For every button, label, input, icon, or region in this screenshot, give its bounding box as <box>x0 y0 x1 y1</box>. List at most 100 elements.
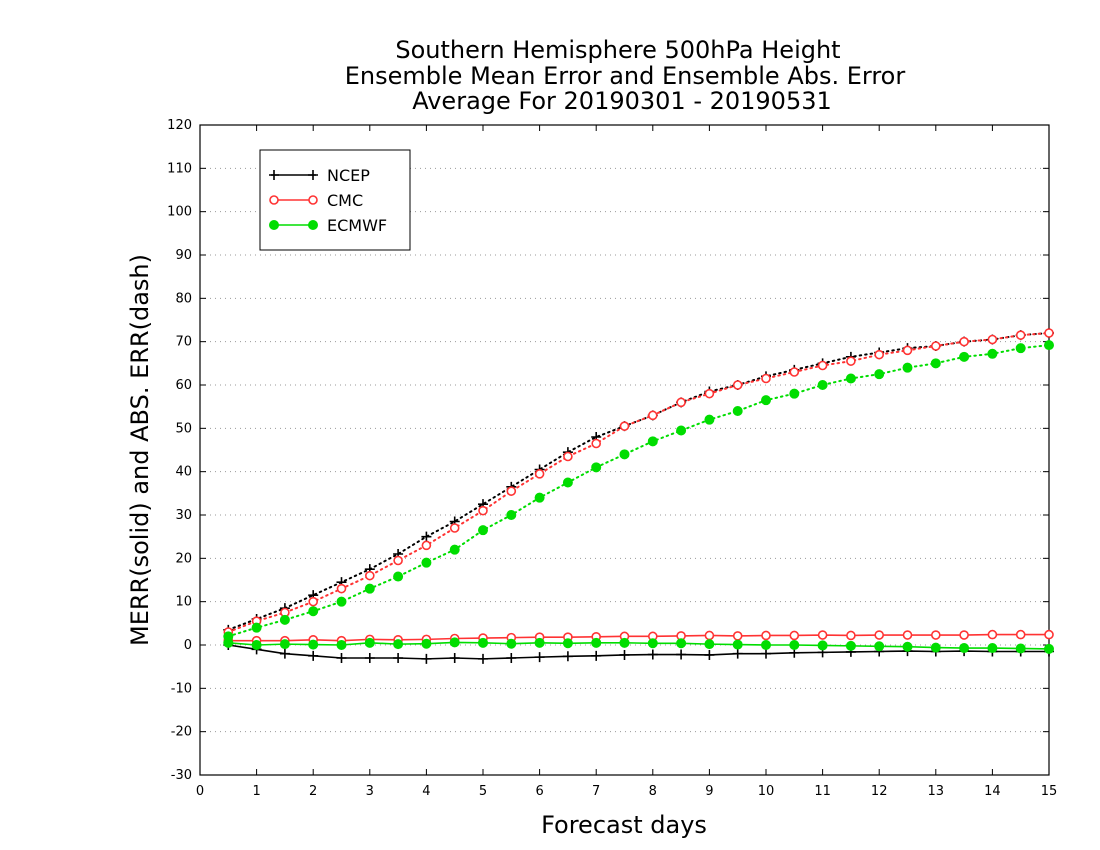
legend-marker-ncep <box>269 170 279 180</box>
point-ncep-mean-err <box>308 650 319 661</box>
point-ncep-mean-err <box>619 649 630 660</box>
point-ecmwf-abs-err <box>817 380 828 390</box>
point-cmc-abs-err <box>930 341 941 351</box>
point-ecmwf-mean-err <box>449 637 460 648</box>
point-cmc-abs-err <box>789 367 800 377</box>
point-ecmwf-abs-err <box>478 525 488 536</box>
point-ecmwf-abs-err <box>647 436 658 447</box>
series-layer <box>223 328 1054 664</box>
x-tick-label: 0 <box>196 784 204 799</box>
x-tick-label: 10 <box>758 784 775 799</box>
point-ecmwf-mean-err <box>930 642 941 653</box>
point-cmc-mean-err <box>761 630 771 641</box>
point-cmc-abs-err <box>1044 328 1054 338</box>
point-cmc-abs-err <box>336 583 347 594</box>
point-ecmwf-mean-err <box>1015 643 1026 654</box>
point-ecmwf-abs-err <box>1015 343 1026 354</box>
point-ncep-mean-err <box>393 653 404 663</box>
point-ecmwf-mean-err <box>902 641 913 652</box>
point-ecmwf-mean-err <box>223 637 234 648</box>
point-cmc-mean-err <box>930 630 941 640</box>
point-ncep-mean-err <box>364 653 375 663</box>
point-cmc-abs-err <box>619 421 630 431</box>
chart-title-line-2: Ensemble Mean Error and Ensemble Abs. Er… <box>345 62 906 90</box>
y-tick-label: -30 <box>171 768 192 783</box>
y-tick-label: 30 <box>175 508 192 523</box>
line-cmc-mean-err <box>228 633 1049 642</box>
x-tick-label: 12 <box>871 784 888 799</box>
x-tick-label: 8 <box>649 784 657 799</box>
y-tick-label: -10 <box>171 681 192 696</box>
point-cmc-abs-err <box>308 596 319 607</box>
point-cmc-mean-err <box>1044 629 1054 640</box>
x-tick-label: 7 <box>592 784 600 799</box>
x-tick-label: 3 <box>366 784 374 799</box>
point-cmc-abs-err <box>704 388 715 399</box>
point-cmc-mean-err <box>1015 629 1026 640</box>
x-axis-label: Forecast days <box>541 811 707 839</box>
point-ncep-mean-err <box>562 651 573 662</box>
point-ecmwf-mean-err <box>562 638 573 649</box>
point-ecmwf-mean-err <box>308 639 319 650</box>
point-cmc-abs-err <box>676 397 686 408</box>
y-tick-label: 100 <box>167 205 192 220</box>
point-ecmwf-abs-err <box>902 362 913 373</box>
point-ecmwf-abs-err <box>534 492 545 503</box>
point-ecmwf-mean-err <box>421 638 432 649</box>
x-tick-label: 2 <box>309 784 317 799</box>
point-ncep-mean-err <box>279 648 290 659</box>
point-ecmwf-mean-err <box>506 638 517 649</box>
point-ecmwf-mean-err <box>817 640 828 651</box>
y-tick-label: 110 <box>167 161 192 176</box>
y-tick-label: 40 <box>175 465 192 480</box>
legend-marker-cmc <box>308 195 318 205</box>
point-cmc-abs-err <box>817 360 828 371</box>
point-cmc-mean-err <box>959 630 969 640</box>
legend-label-ncep: NCEP <box>327 166 370 185</box>
plot-frame <box>199 124 1050 776</box>
point-ncep-mean-err <box>761 648 771 659</box>
point-cmc-abs-err <box>902 345 913 356</box>
y-tick-label: 20 <box>175 551 192 566</box>
legend-item-cmc: CMC <box>269 191 363 210</box>
point-cmc-abs-err <box>534 469 545 479</box>
point-ecmwf-mean-err <box>478 637 488 648</box>
legend-marker-ecmwf <box>308 220 318 230</box>
point-ncep-mean-err <box>647 649 658 660</box>
point-cmc-abs-err <box>959 336 969 347</box>
point-cmc-mean-err <box>817 630 828 640</box>
point-cmc-abs-err <box>647 410 658 421</box>
y-axis-label: MERR(solid) and ABS. ERR(dash) <box>126 254 154 646</box>
series-ecmwf <box>223 340 1054 654</box>
legend: NCEP CMC ECMWF <box>259 149 411 251</box>
point-ecmwf-abs-err <box>393 571 404 582</box>
y-tick-label: 0 <box>184 638 192 653</box>
point-ecmwf-abs-err <box>619 449 630 460</box>
chart-title-line-1: Southern Hemisphere 500hPa Height <box>395 36 840 64</box>
point-ecmwf-mean-err <box>761 640 771 650</box>
point-ecmwf-mean-err <box>279 639 290 650</box>
point-ecmwf-mean-err <box>393 639 404 650</box>
point-ecmwf-abs-err <box>279 614 290 625</box>
legend-item-ecmwf: ECMWF <box>269 216 387 235</box>
point-cmc-mean-err <box>902 630 913 640</box>
y-tick-label: 10 <box>175 595 192 610</box>
point-ecmwf-mean-err <box>732 639 743 650</box>
legend-marker-cmc <box>269 195 279 205</box>
y-tick-label: 60 <box>175 378 192 393</box>
point-cmc-mean-err <box>987 629 998 640</box>
point-ecmwf-abs-err <box>987 348 998 359</box>
point-ecmwf-mean-err <box>789 640 800 650</box>
point-ecmwf-abs-err <box>845 373 856 384</box>
point-cmc-abs-err <box>987 334 998 345</box>
x-tick-label: 9 <box>705 784 713 799</box>
line-ecmwf-abs-err <box>227 344 1050 638</box>
point-cmc-mean-err <box>874 630 885 640</box>
point-ecmwf-abs-err <box>421 557 432 568</box>
point-ncep-mean-err <box>676 649 687 660</box>
x-tick-label: 6 <box>535 784 543 799</box>
legend-item-ncep: NCEP <box>269 166 370 185</box>
point-cmc-abs-err <box>732 380 743 390</box>
point-ecmwf-mean-err <box>336 640 347 650</box>
